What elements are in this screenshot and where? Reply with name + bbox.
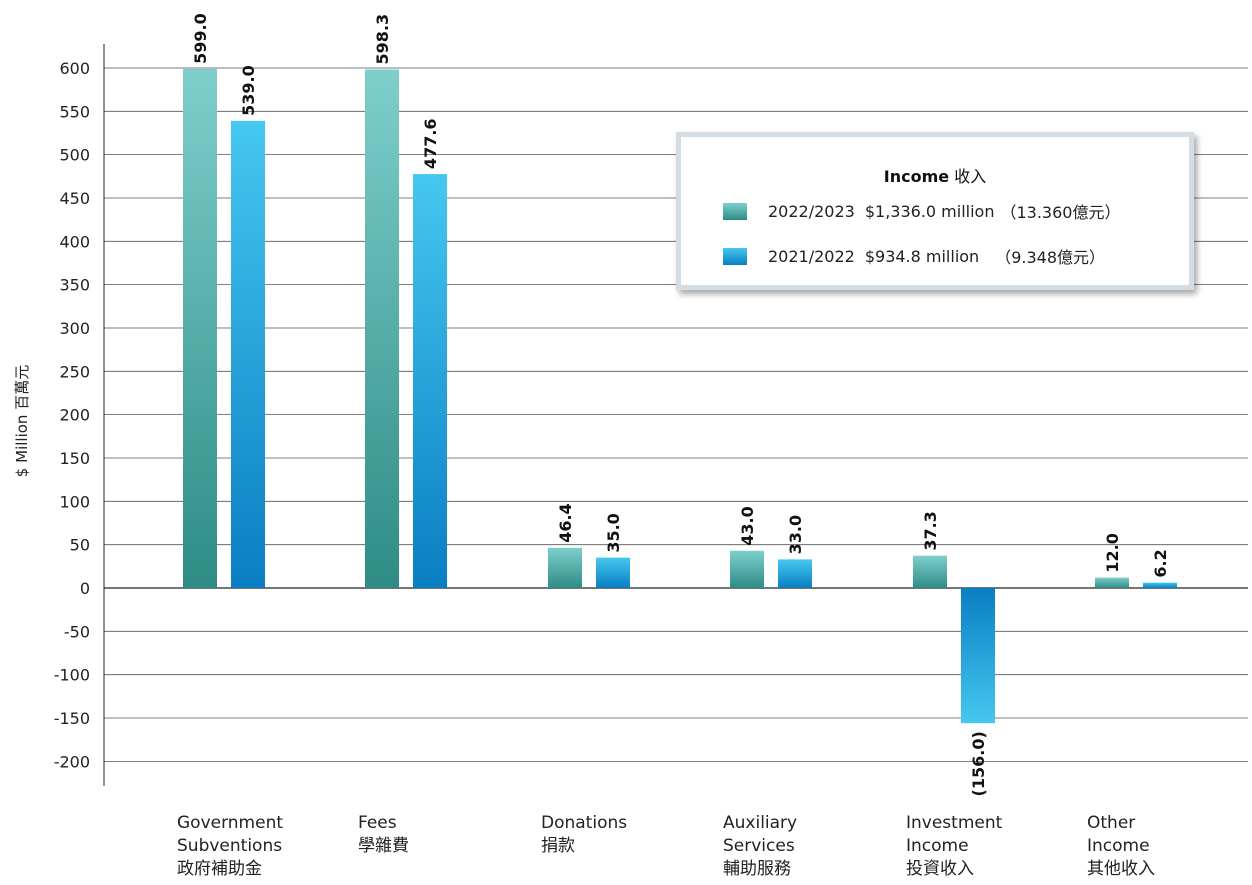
y-tick-label: 350 (59, 276, 90, 295)
bar-2021-2022-3 (778, 559, 812, 588)
y-tick-label: -100 (54, 666, 90, 685)
data-label: 37.3 (921, 511, 940, 550)
category-label: Other Income 其他收入 (1087, 812, 1155, 881)
category-label-line: Auxiliary (723, 813, 798, 833)
category-label-line: 投資收入 (906, 859, 974, 879)
y-tick-label: 500 (59, 146, 90, 165)
category-label-line: Fees (358, 813, 397, 833)
category-label-line: 政府補助金 (177, 859, 262, 879)
legend-title-bold: Income (883, 167, 950, 186)
category-label: Government Subventions 政府補助金 (177, 812, 283, 881)
data-label: 33.0 (786, 515, 805, 554)
category-label-line: Donations (541, 813, 628, 833)
data-label: 46.4 (556, 503, 575, 542)
y-tick-label: 200 (59, 406, 90, 425)
legend-title-rest: 收入 (949, 167, 987, 186)
y-axis-title: $ Million 百萬元 (13, 365, 31, 477)
category-label: Fees 學雜費 (358, 812, 409, 858)
y-tick-label: -200 (54, 752, 90, 771)
category-label-line: Services (723, 836, 795, 856)
legend-amount: $1,336.0 million (864, 201, 995, 221)
legend-swatch-2022-2023 (723, 202, 747, 220)
y-tick-label: 100 (59, 492, 90, 511)
bar-2022-2023-2 (548, 547, 582, 588)
bar-2021-2022-5 (1143, 582, 1177, 588)
legend-local-amount: （9.348億元） (995, 248, 1106, 267)
y-axis: 600550500450400350300250200150100500-50-… (54, 44, 105, 786)
legend-period: 2022/2023 (768, 201, 855, 221)
category-label-line: Investment (906, 813, 1003, 833)
data-label: 539.0 (239, 65, 258, 116)
legend-period: 2021/2022 (768, 246, 855, 266)
category-label: Donations 捐款 (541, 812, 627, 858)
category-label-line: 輔助服務 (723, 859, 791, 879)
data-label: 35.0 (604, 513, 623, 552)
data-label: (156.0) (969, 731, 988, 796)
data-label: 6.2 (1151, 549, 1170, 577)
data-label: 12.0 (1103, 533, 1122, 572)
bar-2022-2023-1 (365, 69, 399, 589)
bar-2022-2023-5 (1095, 577, 1129, 588)
legend-title: Income 收入 (681, 163, 1189, 187)
category-label-line: Other (1087, 813, 1136, 833)
y-tick-label: 250 (59, 362, 90, 381)
category-label-line: Subventions (177, 836, 283, 856)
y-tick-label: 600 (59, 59, 90, 78)
bar-2022-2023-3 (730, 550, 764, 588)
category-label-line: 其他收入 (1087, 859, 1155, 879)
bar-2021-2022-2 (596, 557, 630, 588)
legend-item-2022-2023: 2022/2023 $1,336.0 million （13.360億元） (723, 199, 1120, 223)
legend-swatch-2021-2022 (723, 247, 747, 265)
legend-item-2021-2022: 2021/2022 $934.8 million （9.348億元） (723, 244, 1105, 268)
y-tick-label: 0 (80, 579, 90, 598)
legend-local-amount: （13.360億元） (1000, 203, 1121, 222)
legend-amount: $934.8 million (864, 246, 980, 266)
data-label: 598.3 (373, 14, 392, 65)
data-label: 599.0 (191, 13, 210, 64)
category-label-line: Income (1087, 836, 1150, 856)
data-label: 477.6 (421, 118, 440, 169)
category-label-line: 學雜費 (358, 836, 409, 856)
y-tick-label: 450 (59, 189, 90, 208)
data-label: 43.0 (738, 506, 757, 545)
legend: Income 收入 2022/2023 $1,336.0 million （13… (676, 132, 1194, 290)
y-tick-label: 400 (59, 232, 90, 251)
bar-2022-2023-4 (913, 555, 947, 588)
y-tick-label: 550 (59, 102, 90, 121)
bar-2021-2022-4 (961, 588, 995, 724)
y-tick-label: 150 (59, 449, 90, 468)
category-label: Auxiliary Services 輔助服務 (723, 812, 797, 881)
y-tick-label: -150 (54, 709, 90, 728)
data-labels: 599.0 598.3 46.4 43.0 37.3 12.0 539.0 477.6 35.0… (191, 13, 1170, 796)
category-label-line: Government (177, 813, 284, 833)
y-tick-label: 50 (70, 536, 90, 555)
category-label: Investment Income 投資收入 (906, 812, 1002, 881)
bar-2021-2022-1 (413, 174, 447, 588)
category-label-line: Income (906, 836, 969, 856)
y-tick-label: -50 (64, 622, 90, 641)
bar-2022-2023-0 (183, 68, 217, 589)
bar-2021-2022-0 (231, 120, 265, 589)
bars (183, 68, 1177, 724)
y-tick-label: 300 (59, 319, 90, 338)
category-label-line: 捐款 (541, 836, 575, 856)
